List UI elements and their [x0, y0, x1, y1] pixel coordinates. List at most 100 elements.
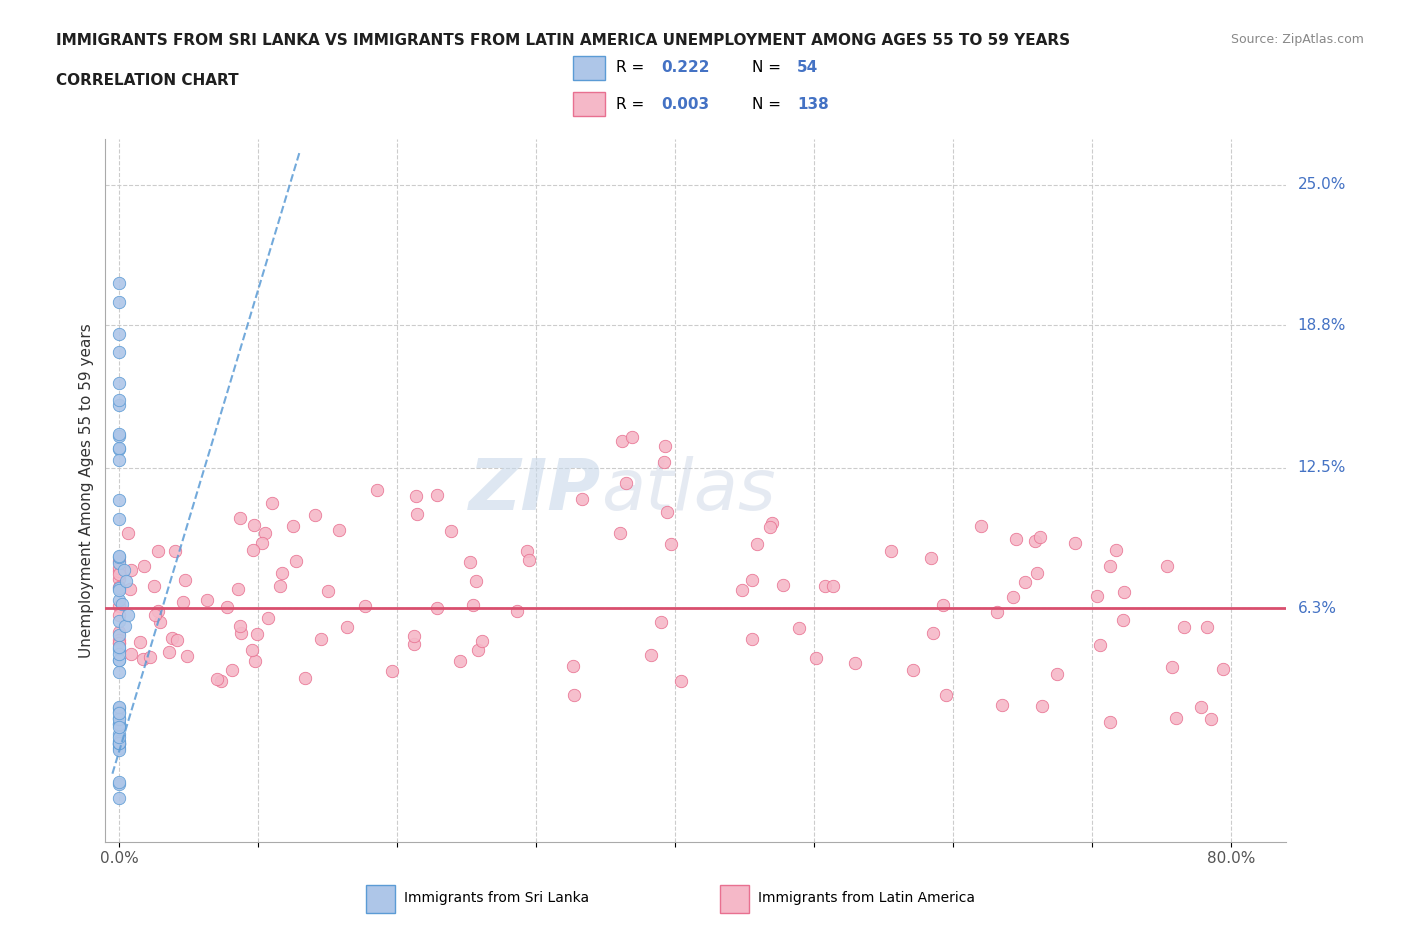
Point: [108, 775, 131, 790]
Point: [108, 376, 131, 391]
Point: [381, 663, 404, 678]
Point: [562, 687, 585, 702]
Point: [741, 631, 763, 646]
Point: [157, 644, 180, 659]
Point: [1046, 666, 1069, 681]
Text: 6.3%: 6.3%: [1298, 601, 1337, 616]
Point: [108, 555, 131, 570]
Text: R =: R =: [616, 97, 644, 112]
Point: [772, 578, 794, 592]
Point: [108, 636, 131, 651]
Point: [166, 632, 188, 647]
Point: [932, 598, 955, 613]
Point: [243, 654, 266, 669]
Point: [117, 525, 139, 540]
Point: [146, 604, 169, 618]
Point: [404, 629, 426, 644]
Point: [108, 711, 131, 725]
Point: [209, 673, 232, 688]
Point: [108, 716, 131, 731]
Point: [970, 519, 993, 534]
Text: 18.8%: 18.8%: [1298, 318, 1346, 333]
Point: [257, 610, 280, 625]
Point: [108, 453, 131, 468]
Text: 12.5%: 12.5%: [1298, 460, 1346, 475]
Point: [246, 627, 269, 642]
Point: [108, 636, 131, 651]
Point: [117, 607, 139, 622]
Point: [1098, 714, 1121, 729]
Point: [823, 578, 845, 593]
Point: [195, 592, 218, 607]
Point: [139, 650, 162, 665]
Point: [250, 536, 273, 551]
Point: [405, 507, 427, 522]
Point: [1173, 619, 1195, 634]
Point: [844, 656, 866, 671]
Point: [922, 626, 945, 641]
Point: [1112, 613, 1135, 628]
Point: [108, 720, 131, 735]
Text: N =: N =: [752, 60, 782, 75]
Point: [571, 491, 593, 506]
Point: [1199, 711, 1222, 726]
Point: [108, 699, 131, 714]
Point: [471, 633, 494, 648]
Point: [108, 711, 131, 726]
Point: [108, 427, 131, 442]
Point: [146, 543, 169, 558]
Point: [609, 525, 631, 540]
Point: [990, 698, 1012, 712]
Point: [467, 643, 489, 658]
Point: [112, 563, 135, 578]
Point: [1104, 542, 1126, 557]
Point: [108, 726, 131, 741]
Point: [652, 455, 675, 470]
Point: [1197, 620, 1219, 635]
Point: [228, 511, 250, 525]
Point: [165, 543, 187, 558]
Point: [1189, 700, 1212, 715]
Point: [671, 673, 693, 688]
Point: [108, 567, 131, 582]
Point: [108, 512, 131, 526]
Point: [108, 790, 131, 805]
Point: [108, 704, 131, 719]
Point: [108, 442, 131, 457]
Point: [426, 487, 449, 502]
Point: [328, 523, 350, 538]
Point: [120, 563, 142, 578]
Point: [464, 574, 486, 589]
Point: [111, 596, 134, 611]
Point: [142, 578, 165, 593]
Point: [654, 439, 676, 454]
Point: [108, 640, 131, 655]
Point: [986, 604, 1008, 619]
Point: [366, 483, 388, 498]
Point: [173, 573, 195, 588]
Point: [657, 505, 679, 520]
Point: [108, 665, 131, 680]
Point: [440, 524, 463, 538]
Point: [505, 604, 527, 618]
Point: [108, 777, 131, 791]
Point: [253, 525, 276, 540]
Point: [108, 553, 131, 568]
Text: Immigrants from Sri Lanka: Immigrants from Sri Lanka: [404, 891, 589, 905]
Point: [309, 631, 332, 646]
Point: [108, 580, 131, 595]
Point: [759, 520, 782, 535]
Point: [517, 552, 540, 567]
Point: [108, 614, 131, 629]
Bar: [720, 885, 749, 912]
Point: [304, 508, 326, 523]
Point: [108, 743, 131, 758]
Point: [108, 642, 131, 657]
Point: [761, 515, 783, 530]
Point: [207, 671, 229, 686]
Point: [659, 537, 682, 551]
Point: [115, 574, 138, 589]
Point: [108, 564, 131, 578]
Point: [741, 573, 763, 588]
Text: CORRELATION CHART: CORRELATION CHART: [56, 73, 239, 87]
